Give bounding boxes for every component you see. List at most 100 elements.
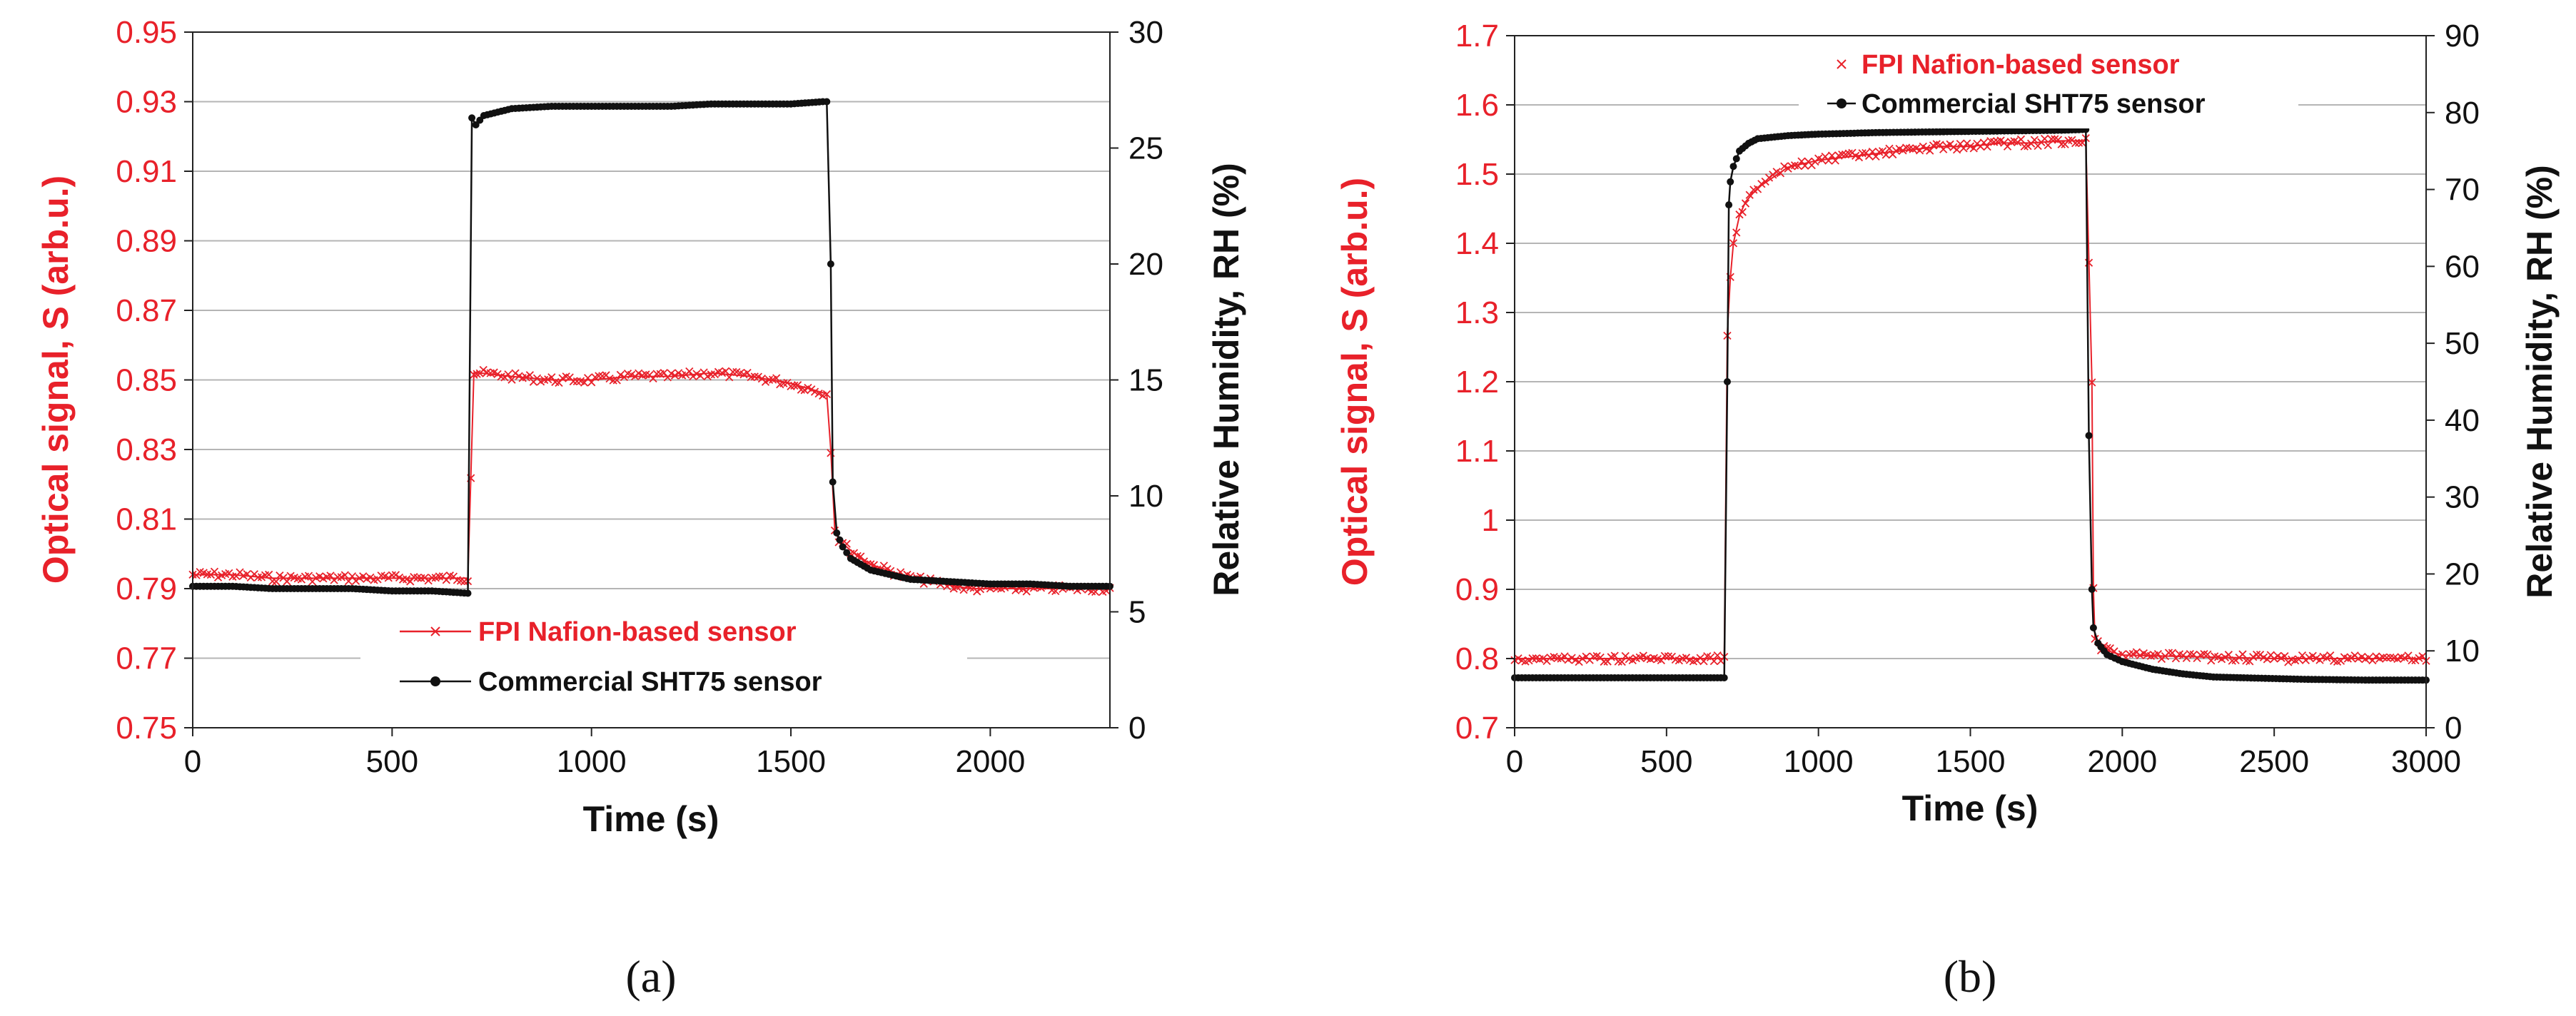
series-point-b-0 [1682, 654, 1691, 662]
series-point-b-0 [1797, 157, 1806, 166]
series-point-b-0 [2040, 134, 2049, 143]
series-point-b-0 [2168, 649, 2177, 657]
series-point-a-0 [587, 378, 596, 387]
series-point-b-0 [1628, 656, 1637, 665]
series-point-a-0 [710, 370, 719, 379]
series-point-b-0 [2071, 138, 2080, 148]
series-point-a-0 [635, 369, 643, 377]
series-point-a-0 [544, 375, 552, 384]
y-tick-label-right-b: 30 [2445, 480, 2480, 515]
series-point-b-0 [2153, 650, 2163, 659]
y-tick-label-right-a: 10 [1128, 479, 1163, 514]
series-point-b-0 [1567, 654, 1576, 662]
series-point-a-0 [340, 571, 349, 579]
series-point-b-1 [2089, 624, 2097, 631]
y-tick-label-left-a: 0.93 [116, 85, 177, 120]
series-point-a-0 [595, 372, 603, 380]
panel-label-a: (a) [625, 951, 676, 1002]
y-tick-label-left-b: 0.7 [1455, 711, 1499, 746]
series-point-a-0 [670, 371, 680, 380]
series-point-a-0 [366, 573, 375, 582]
series-point-b-0 [1794, 162, 1802, 171]
series-point-a-0 [729, 367, 737, 376]
y-tick-label-left-a: 0.77 [116, 641, 177, 676]
y-axis-right-title-b: Relative Humidity, RH (%) [2520, 165, 2560, 599]
x-axis-title-a: Time (s) [583, 799, 719, 839]
y-tick-label-right-b: 40 [2445, 403, 2480, 438]
y-tick-label-left-a: 0.75 [116, 711, 177, 746]
series-point-a-1 [468, 114, 476, 122]
series-point-b-0 [1956, 139, 1964, 148]
series-point-b-0 [2024, 142, 2032, 151]
y-tick-label-right-a: 20 [1128, 247, 1163, 282]
y-tick-label-left-b: 1.1 [1455, 434, 1499, 469]
y-tick-label-left-b: 1 [1482, 503, 1499, 538]
series-point-a-0 [348, 572, 357, 581]
series-point-a-0 [268, 577, 277, 586]
series-point-a-0 [649, 374, 657, 383]
series-point-b-0 [1872, 152, 1880, 161]
legend-marker-b-1 [1837, 98, 1847, 108]
series-point-b-0 [1610, 651, 1619, 660]
series-point-b-1 [1727, 178, 1734, 186]
series-point-a-0 [612, 376, 621, 385]
series-point-b-0 [1729, 239, 1738, 248]
series-point-a-1 [833, 529, 841, 537]
series-point-b-0 [1926, 146, 1934, 155]
series-point-a-1 [836, 536, 844, 544]
series-point-b-0 [1692, 656, 1702, 665]
series-point-b-0 [2020, 142, 2029, 151]
series-point-a-0 [333, 573, 342, 581]
series-point-a-0 [569, 377, 577, 386]
series-point-b-0 [1753, 185, 1762, 193]
series-point-b-0 [2016, 135, 2026, 144]
series-point-b-0 [1858, 149, 1867, 158]
y-tick-label-left-b: 1.2 [1455, 365, 1499, 400]
series-point-a-0 [689, 372, 697, 381]
series-point-b-0 [2298, 651, 2307, 660]
series-point-b-0 [2224, 651, 2233, 659]
series-point-a-1 [472, 121, 480, 128]
series-point-a-0 [685, 367, 694, 376]
y-tick-label-right-a: 25 [1128, 131, 1163, 166]
series-point-b-1 [1720, 674, 1728, 681]
legend-marker-a-1 [430, 676, 440, 686]
x-tick-label-b: 1000 [1784, 744, 1854, 779]
x-tick-label-a: 1500 [756, 744, 826, 779]
series-group-b [1510, 126, 2430, 684]
series-point-b-0 [2400, 654, 2409, 662]
y-tick-label-right-b: 90 [2445, 19, 2480, 54]
series-point-a-0 [522, 373, 530, 382]
x-tick-label-b: 500 [1640, 744, 1692, 779]
legend-label-a-0: FPI Nafion-based sensor [478, 617, 797, 647]
y-tick-label-left-b: 1.3 [1455, 295, 1499, 330]
y-tick-label-right-b: 50 [2445, 326, 2480, 361]
series-point-a-0 [1022, 587, 1031, 596]
y-axis-left-title-b: Optical signal, S (arb.u.) [1335, 178, 1375, 586]
ticks-a: 0.75 0.77 0.79 0.81 0.83 0.85 0.87 0.89 0.91 0.93… [116, 15, 1163, 779]
legend-box-b [1799, 43, 2298, 128]
series-point-b-1 [1723, 378, 1731, 385]
series-point-b-0 [1959, 144, 1968, 153]
y-tick-label-right-a: 15 [1128, 363, 1163, 398]
series-point-b-0 [1741, 199, 1750, 208]
series-point-b-1 [2085, 432, 2093, 440]
series-point-a-1 [476, 116, 484, 124]
series-point-b-1 [1729, 163, 1737, 171]
y-tick-label-left-a: 0.79 [116, 572, 177, 606]
series-point-b-0 [1639, 651, 1647, 660]
series-point-b-0 [1699, 657, 1708, 666]
legend-label-a-1: Commercial SHT75 sensor [478, 667, 822, 697]
series-point-a-1 [464, 589, 472, 597]
series-point-a-0 [493, 370, 502, 379]
series-point-b-0 [2003, 142, 2012, 151]
series-point-a-0 [797, 385, 806, 394]
series-point-b-1 [1732, 155, 1740, 163]
y-tick-label-right-b: 10 [2445, 634, 2480, 669]
series-point-b-0 [2078, 138, 2087, 147]
series-point-b-0 [1528, 654, 1537, 663]
series-point-b-0 [1952, 146, 1961, 154]
series-point-b-0 [2308, 651, 2317, 660]
